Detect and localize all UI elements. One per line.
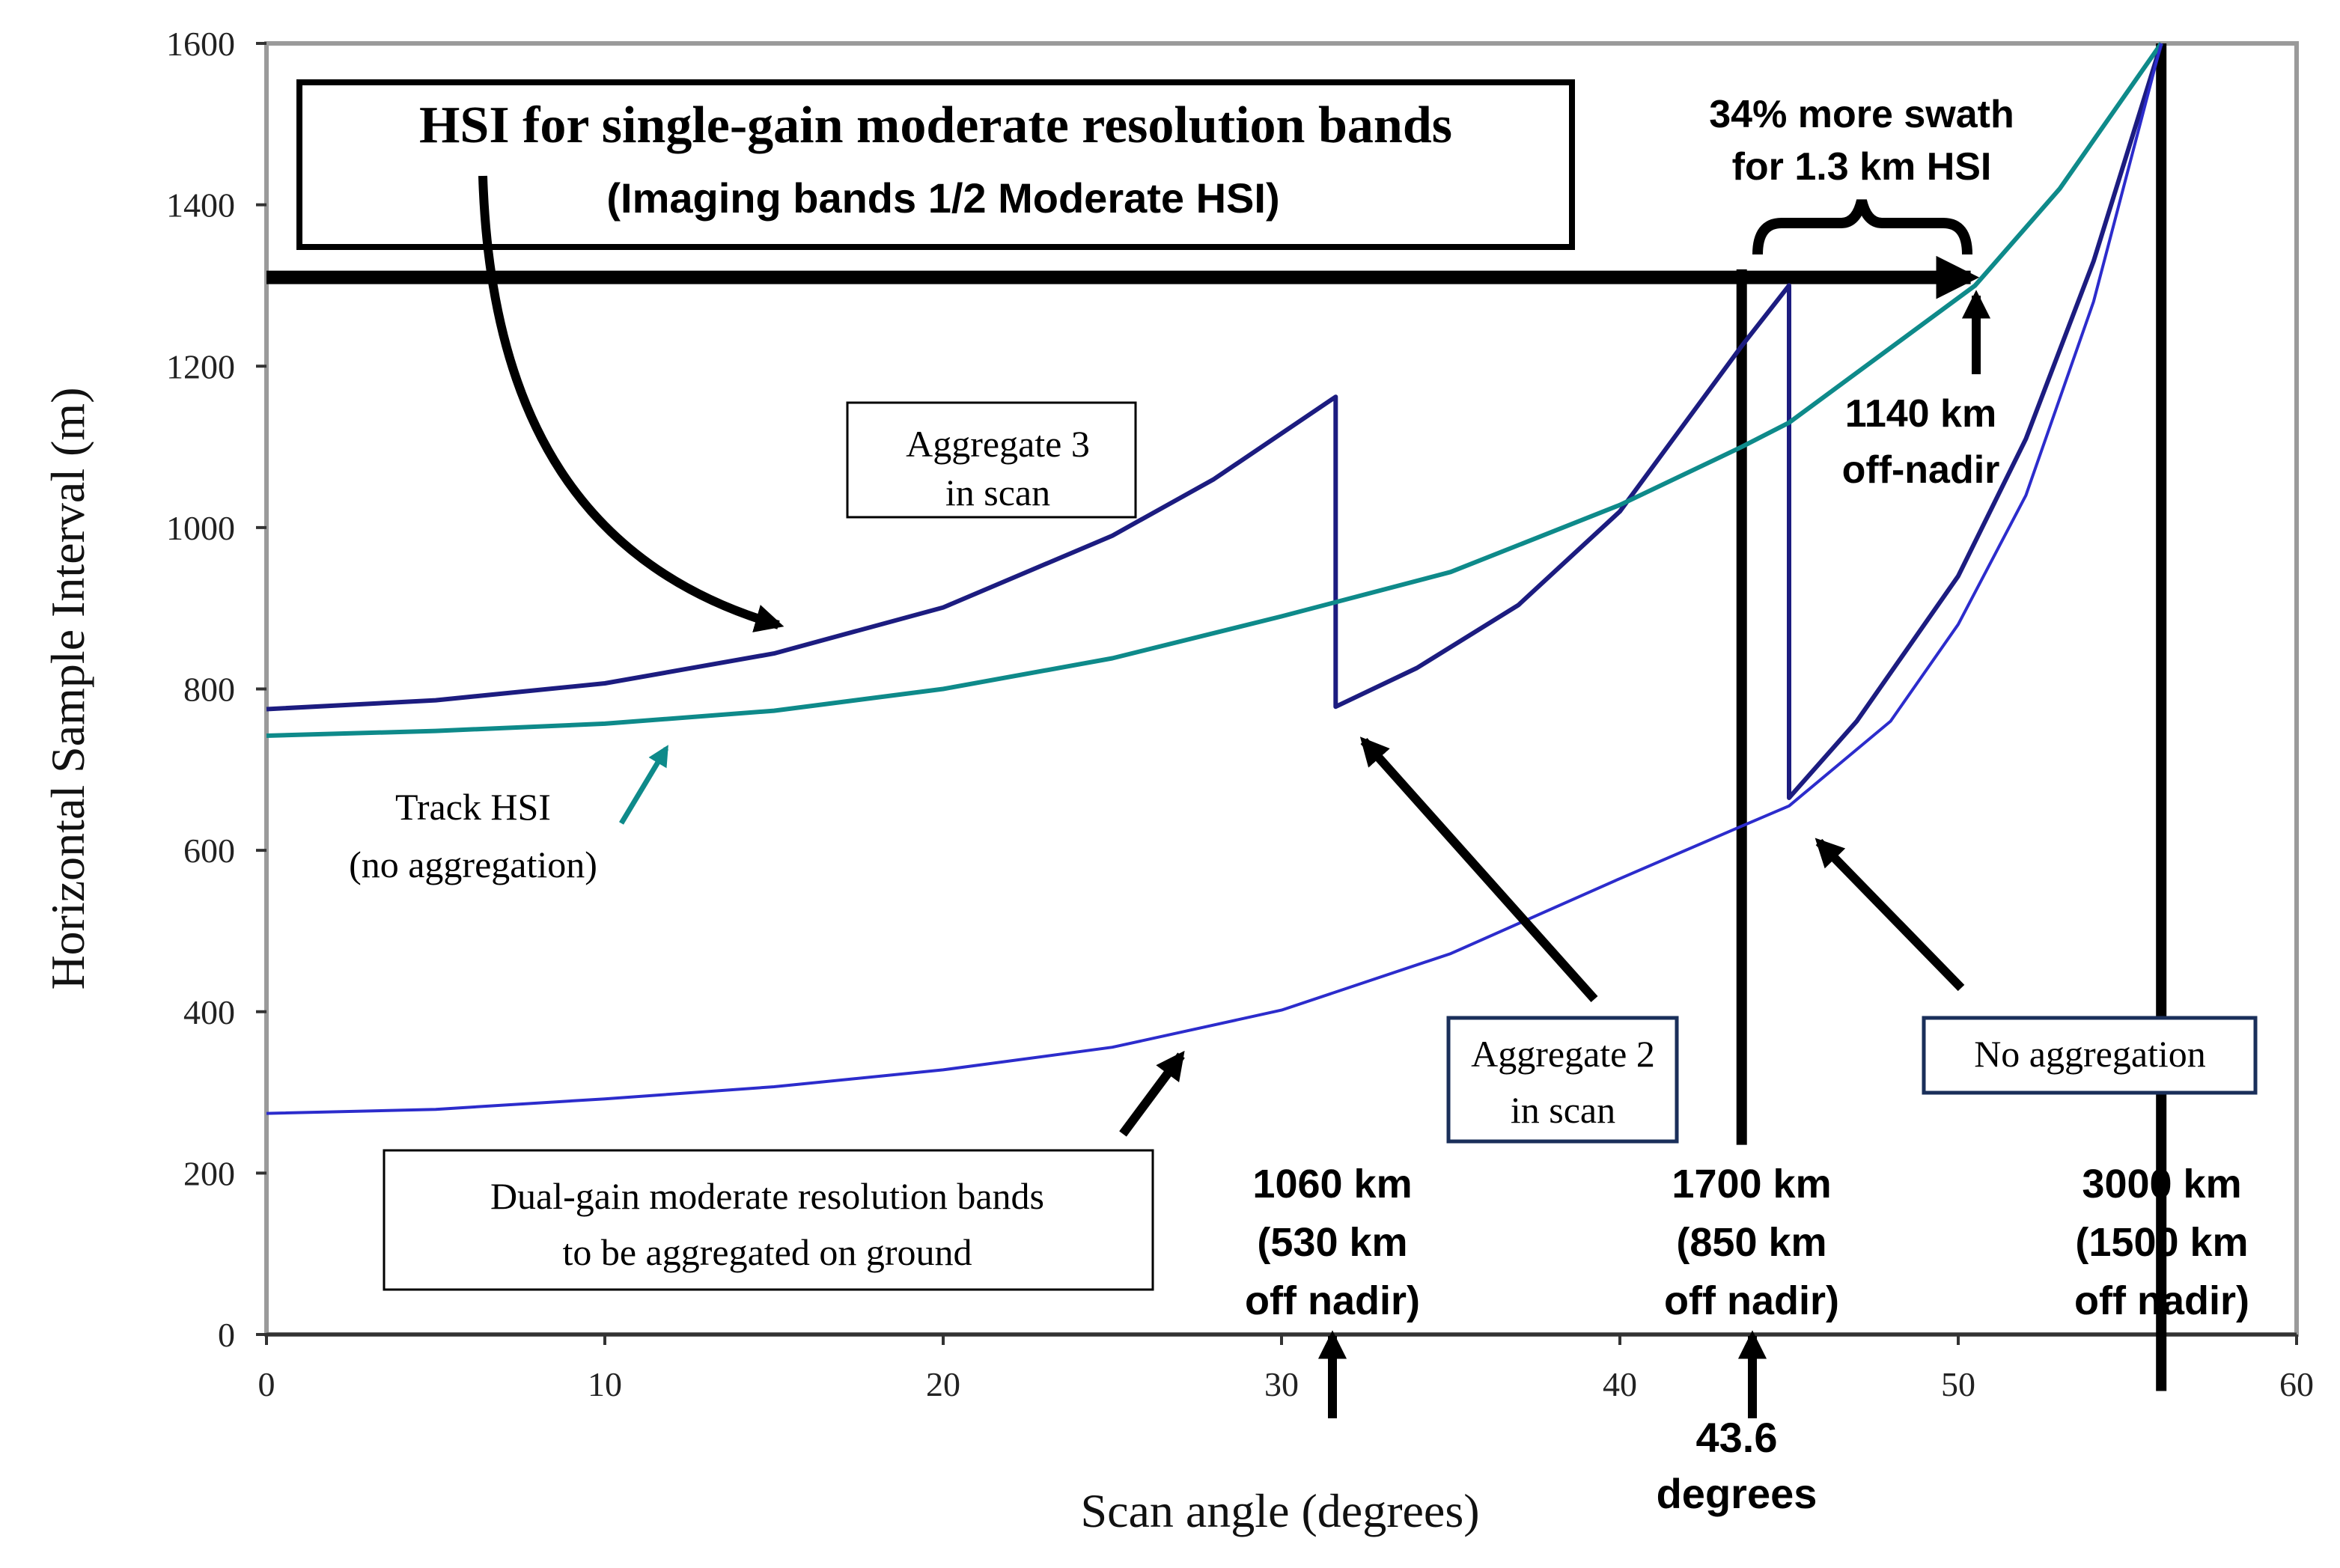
agg2-label-1: Aggregate 2: [1471, 1033, 1655, 1075]
x-tick-label: 0: [258, 1365, 275, 1403]
track-pointer-arrow: [618, 745, 669, 825]
series-line-0: [266, 43, 2164, 800]
y-tick-label: 1600: [166, 25, 235, 63]
km3000-label-3: off nadir): [2074, 1278, 2249, 1323]
dual-box: [383, 1149, 1154, 1291]
dual-pointer-arrow: [1119, 1050, 1185, 1137]
km1140-label-1: 1140 km: [1845, 392, 1996, 436]
tick-layer: 0 10 20 30 40 50 60020040060080010001200140016…: [166, 25, 2314, 1403]
swath-label-1: 34% more swath: [1709, 93, 2014, 136]
dual-label-2: to be aggregated on ground: [562, 1231, 972, 1273]
noagg-pointer-arrow: [1815, 838, 1965, 992]
y-tick-label: 1400: [166, 186, 235, 225]
chart-title: HSI for single-gain moderate resolution …: [419, 97, 1452, 154]
agg2-box: [1446, 1016, 1679, 1144]
series-layer: [266, 42, 2164, 1115]
y-tick-label: 1000: [166, 509, 235, 547]
agg2-pointer-arrow: [1359, 736, 1598, 1002]
y-tick-label: 600: [183, 832, 235, 870]
agg3-label-1: Aggregate 3: [906, 423, 1090, 465]
km3000-label-2: (1500 km: [2075, 1220, 2248, 1265]
x-tick-label: 50: [1941, 1365, 1975, 1403]
km1700-label-2: (850 km: [1676, 1220, 1826, 1265]
x-tick-label: 30: [1264, 1365, 1299, 1403]
deg-label-1: 43.6: [1696, 1414, 1778, 1461]
vertical-markers: [1736, 43, 2167, 1391]
x-tick-label: 40: [1603, 1365, 1637, 1403]
y-tick-label: 400: [183, 993, 235, 1031]
y-axis-label: Horizontal Sample Interval (m): [41, 387, 94, 989]
dual-label-1: Dual-gain moderate resolution bands: [490, 1175, 1044, 1217]
track-label-2: (no aggregation): [349, 844, 597, 885]
series-line-1: [266, 42, 2163, 738]
x-tick-label: 60: [2279, 1365, 2314, 1403]
title-pointer-arrow: [478, 175, 784, 632]
y-tick-label: 200: [183, 1154, 235, 1192]
km1140-label-2: off-nadir: [1842, 448, 2000, 492]
agg3-label-2: in scan: [945, 472, 1050, 513]
km1700-label-3: off nadir): [1664, 1278, 1839, 1323]
agg2-label-2: in scan: [1511, 1089, 1615, 1131]
x-tick-label: 20: [926, 1365, 960, 1403]
y-tick-label: 800: [183, 671, 235, 709]
noagg-label: No aggregation: [1974, 1033, 2206, 1075]
x-axis-label: Scan angle (degrees): [1080, 1484, 1479, 1537]
y-tick-label: 0: [218, 1316, 235, 1354]
swath-label-2: for 1.3 km HSI: [1732, 145, 1992, 189]
title-box: [296, 79, 1575, 250]
deg-label-2: degrees: [1657, 1470, 1818, 1517]
series-line-2: [266, 43, 2163, 1115]
km1060-label-3: off nadir): [1245, 1278, 1420, 1323]
y-tick-label: 1200: [166, 347, 235, 385]
swath-brace: [1752, 199, 1972, 255]
km1700-label-1: 1700 km: [1672, 1162, 1831, 1206]
km1060-label-2: (530 km: [1257, 1220, 1407, 1265]
x-tick-label: 10: [588, 1365, 622, 1403]
agg3-box: [846, 401, 1137, 519]
km1060-label-1: 1060 km: [1252, 1162, 1412, 1206]
km3000-label-1: 3000 km: [2082, 1162, 2241, 1206]
track-label-1: Track HSI: [395, 786, 551, 828]
noagg-box: [1922, 1016, 2258, 1095]
chart-subtitle: (Imaging bands 1/2 Moderate HSI): [606, 174, 1279, 222]
